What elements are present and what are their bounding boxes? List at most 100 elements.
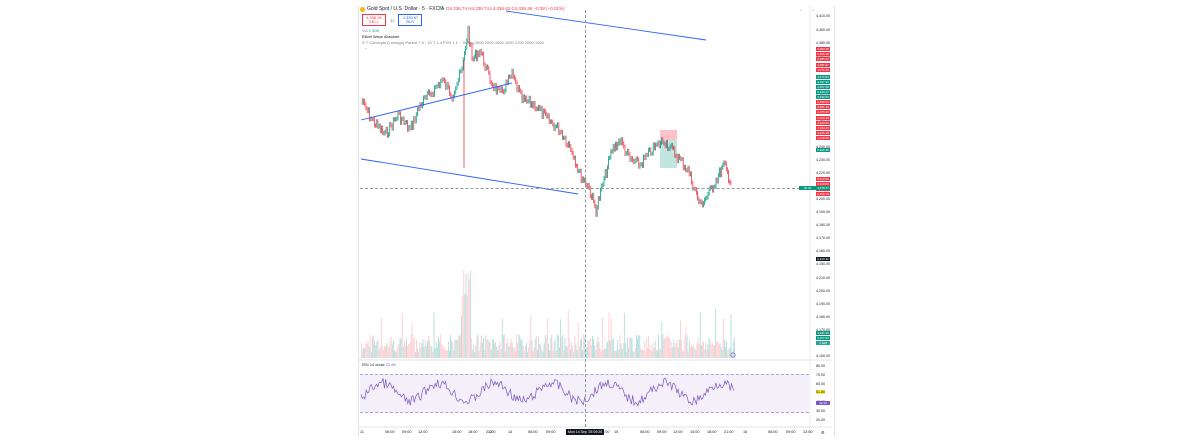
sell-button[interactable]: 4,336.35 SELL (362, 14, 386, 26)
chart-frame[interactable] (358, 6, 835, 436)
volume-bar (570, 349, 571, 358)
volume-bar (603, 350, 604, 358)
volume-bar (633, 351, 635, 358)
volume-axis-label: 4,150.00 (816, 354, 830, 358)
volume-bar (532, 351, 534, 358)
volume-bar (700, 345, 702, 358)
volume-bar (707, 344, 709, 358)
volume-bar (630, 337, 632, 358)
volume-bar (592, 335, 593, 358)
price-tag-red: 4,376.35 (816, 67, 830, 72)
time-axis-label: 09:00 (786, 430, 796, 434)
volume-bar (369, 334, 371, 358)
volume-bar (463, 270, 465, 358)
volume-bar (606, 342, 608, 358)
volume-bar (594, 345, 596, 358)
volume-bar (374, 340, 376, 358)
buy-button[interactable]: 4,336.67 BUY (398, 14, 423, 26)
volume-bar (555, 351, 557, 358)
indicator-smc[interactable]: S T Concepts (LuxAlgo) Parent 7 5 · 10 7… (362, 40, 544, 45)
indicator-elliott[interactable]: Elliott Wave Absolute (362, 34, 400, 39)
volume-bar (506, 343, 508, 358)
volume-bar (380, 317, 382, 358)
volume-bar (724, 339, 725, 358)
volume-bar (376, 341, 378, 358)
volume-bar (402, 346, 404, 358)
volume-bar (626, 351, 627, 358)
vol-value: 1.308 (368, 28, 379, 33)
volume-bar (601, 317, 603, 358)
volume-bar (392, 339, 394, 358)
volume-bar (608, 312, 610, 358)
volume-bar (563, 350, 565, 358)
volume-bar (561, 336, 563, 358)
volume-bar (400, 338, 402, 358)
time-axis-label: 12:00 (803, 430, 813, 434)
volume-bar (545, 337, 547, 358)
volume-bar (567, 310, 569, 358)
volume-bar (556, 334, 558, 358)
current-price-tag: 4,278.77 (816, 186, 830, 190)
volume-bar (605, 348, 607, 358)
volume-bar (720, 346, 722, 358)
trend-line-upper (505, 10, 707, 41)
volume-bar (584, 336, 586, 358)
volume-bar (627, 337, 629, 358)
volume-bar (410, 334, 412, 358)
volume-bar (572, 345, 574, 358)
volume-bar (697, 337, 699, 358)
volume-bar (593, 338, 594, 358)
volume-bar (486, 339, 488, 358)
volume-bar (491, 339, 493, 358)
volume-bar (718, 344, 720, 358)
volume-bar (442, 345, 444, 358)
volume-bar (479, 341, 481, 358)
crosshair-price-tag: 4,223.42 (816, 257, 830, 261)
price-tag-red: 4,313.56 (816, 176, 830, 181)
time-axis-label: 09:00 (546, 430, 556, 434)
volume-bar (574, 335, 576, 358)
volume-bar (611, 339, 613, 358)
volume-bar (549, 350, 550, 358)
volume-tag-1: 4,161.56 (816, 331, 830, 335)
rsi-legend[interactable]: RSI 14 close 21.80 (362, 362, 396, 367)
volume-bar (600, 351, 602, 358)
volume-bar (542, 351, 544, 358)
volume-bar (529, 340, 531, 358)
symbol-title[interactable]: Gold Spot / U.S. Dollar · 5 · FXCM (367, 6, 444, 12)
time-axis-label: 09:00 (402, 430, 412, 434)
rsi-axis-label: 51.80 (816, 390, 825, 394)
volume-bar (431, 346, 433, 358)
price-tag-red: 4,381.97 (816, 62, 830, 67)
gear-icon[interactable]: ⚙ (821, 431, 825, 435)
volume-bar (582, 350, 583, 358)
volume-legend[interactable]: Vol 1.308 (362, 28, 379, 33)
volume-bar (429, 339, 431, 358)
rsi-axis-label: 80.00 (816, 364, 825, 368)
rsi-axis-label: 20.00 (816, 418, 825, 422)
time-axis-label: 16 (743, 430, 748, 434)
volume-bar (456, 340, 458, 358)
volume-bar (387, 345, 389, 358)
rsi-band (360, 374, 809, 413)
volume-bar (409, 342, 411, 358)
volume-bar (466, 295, 468, 358)
volume-bar (641, 350, 643, 358)
collapse-icon[interactable]: ⌃ (364, 47, 368, 52)
volume-bar (471, 338, 472, 358)
fullscreen-icon[interactable]: ▫ (812, 8, 814, 14)
volume-bar (522, 345, 524, 358)
replay-icon (730, 352, 736, 358)
volume-bar (465, 273, 467, 358)
volume-axis-label: 4,210.00 (816, 276, 830, 280)
volume-bar (497, 350, 499, 358)
settings-icon[interactable]: ▫ (800, 8, 802, 14)
volume-bar (379, 347, 381, 358)
volume-bar (565, 345, 567, 358)
volume-bar (518, 334, 520, 358)
buy-label: BUY (406, 19, 415, 24)
price-axis-label: 4,230.00 (816, 158, 830, 162)
volume-bar (540, 344, 542, 358)
volume-bar (673, 339, 675, 358)
